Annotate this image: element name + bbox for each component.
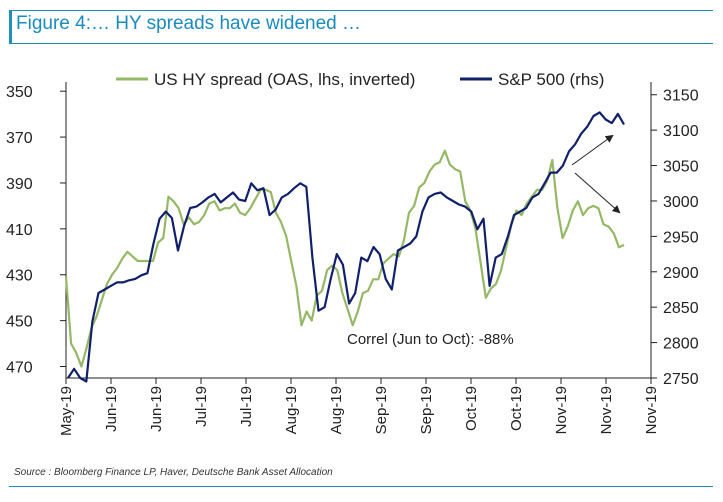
correlation-annotation: Correl (Jun to Oct): -88% xyxy=(347,331,514,348)
x-tick-label: Aug-19 xyxy=(328,386,345,434)
x-tick-label: Oct-19 xyxy=(463,386,480,431)
chart-title: Figure 4:… HY spreads have widened … xyxy=(16,13,361,34)
right-tick-label: 2750 xyxy=(663,371,699,388)
right-tick-label: 3050 xyxy=(663,159,699,176)
x-tick-label: Sep-19 xyxy=(373,386,390,434)
legend: US HY spread (OAS, lhs, inverted) S&P 50… xyxy=(116,70,604,89)
right-tick-label: 2800 xyxy=(663,336,699,353)
legend-sp500-label: S&P 500 (rhs) xyxy=(498,70,604,89)
right-tick-label: 3000 xyxy=(663,194,699,211)
x-tick-label: Oct-19 xyxy=(508,386,525,431)
x-tick-label: Jun-19 xyxy=(103,386,120,432)
left-tick-label: 470 xyxy=(6,360,33,377)
left-tick-label: 390 xyxy=(6,176,33,193)
right-tick-label: 3150 xyxy=(663,88,699,105)
right-tick-label: 2900 xyxy=(663,265,699,282)
x-tick-label: Nov-19 xyxy=(643,386,660,434)
x-tick-label: Jul-19 xyxy=(238,386,255,427)
x-tick-label: Jul-19 xyxy=(193,386,210,427)
legend-hy-label: US HY spread (OAS, lhs, inverted) xyxy=(154,70,415,89)
x-tick-label: Sep-19 xyxy=(418,386,435,434)
left-tick-label: 430 xyxy=(6,268,33,285)
right-tick-label: 2950 xyxy=(663,229,699,246)
left-tick-label: 350 xyxy=(6,84,33,101)
left-tick-label: 370 xyxy=(6,130,33,147)
x-tick-label: May-19 xyxy=(58,386,75,436)
x-axis-ticks: May-19 Jun-19 Jun-19 Jul-19 Jul-19 Aug-19 Aug-… xyxy=(58,378,660,436)
x-tick-label: Nov-19 xyxy=(553,386,570,434)
arrow-down-icon xyxy=(574,172,621,214)
sp500-line xyxy=(67,111,625,383)
arrow-up-icon xyxy=(571,134,614,166)
left-axis-ticks: 350 370 390 410 430 450 470 xyxy=(6,84,66,377)
x-tick-label: Jun-19 xyxy=(148,386,165,432)
left-tick-label: 450 xyxy=(6,314,33,331)
right-tick-label: 2850 xyxy=(663,300,699,317)
right-tick-label: 3100 xyxy=(663,123,699,140)
left-tick-label: 410 xyxy=(6,222,33,239)
title-bar xyxy=(9,10,713,44)
source-note: Source : Bloomberg Finance LP, Haver, De… xyxy=(14,467,333,478)
right-axis-ticks: 3150 3100 3050 3000 2950 2900 2850 2800 2750 xyxy=(651,88,699,388)
x-tick-label: Aug-19 xyxy=(283,386,300,434)
x-tick-label: Nov-19 xyxy=(598,386,615,434)
source-rule xyxy=(9,486,713,487)
